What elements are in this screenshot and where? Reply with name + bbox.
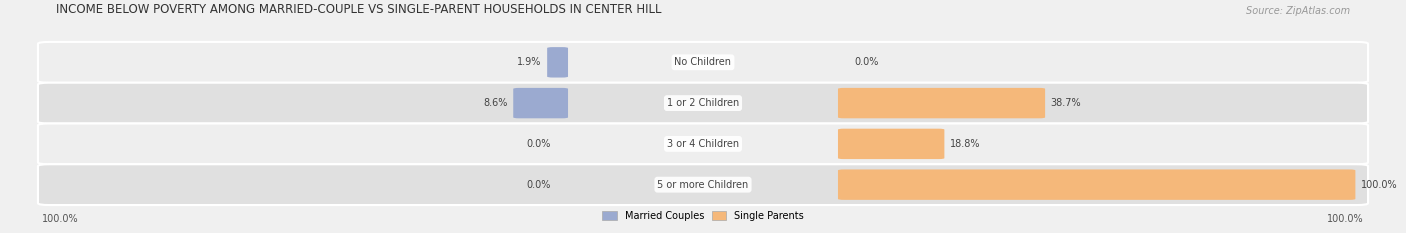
- FancyBboxPatch shape: [38, 83, 1368, 123]
- Text: 100.0%: 100.0%: [42, 214, 79, 224]
- Text: 0.0%: 0.0%: [855, 57, 879, 67]
- Text: INCOME BELOW POVERTY AMONG MARRIED-COUPLE VS SINGLE-PARENT HOUSEHOLDS IN CENTER : INCOME BELOW POVERTY AMONG MARRIED-COUPL…: [56, 3, 662, 16]
- Legend: Married Couples, Single Parents: Married Couples, Single Parents: [602, 211, 804, 221]
- Text: 8.6%: 8.6%: [484, 98, 508, 108]
- Text: 1 or 2 Children: 1 or 2 Children: [666, 98, 740, 108]
- Text: Source: ZipAtlas.com: Source: ZipAtlas.com: [1246, 6, 1350, 16]
- Text: 0.0%: 0.0%: [527, 139, 551, 149]
- Text: 3 or 4 Children: 3 or 4 Children: [666, 139, 740, 149]
- FancyBboxPatch shape: [838, 88, 1045, 118]
- Text: 18.8%: 18.8%: [950, 139, 980, 149]
- FancyBboxPatch shape: [838, 129, 945, 159]
- FancyBboxPatch shape: [838, 169, 1355, 200]
- FancyBboxPatch shape: [38, 123, 1368, 164]
- Text: 100.0%: 100.0%: [1361, 180, 1398, 190]
- FancyBboxPatch shape: [38, 164, 1368, 205]
- FancyBboxPatch shape: [513, 88, 568, 118]
- FancyBboxPatch shape: [547, 47, 568, 78]
- Text: No Children: No Children: [675, 57, 731, 67]
- Text: 1.9%: 1.9%: [517, 57, 541, 67]
- Text: 100.0%: 100.0%: [1327, 214, 1364, 224]
- Text: 38.7%: 38.7%: [1050, 98, 1081, 108]
- Text: 0.0%: 0.0%: [527, 180, 551, 190]
- Text: 5 or more Children: 5 or more Children: [658, 180, 748, 190]
- FancyBboxPatch shape: [38, 42, 1368, 83]
